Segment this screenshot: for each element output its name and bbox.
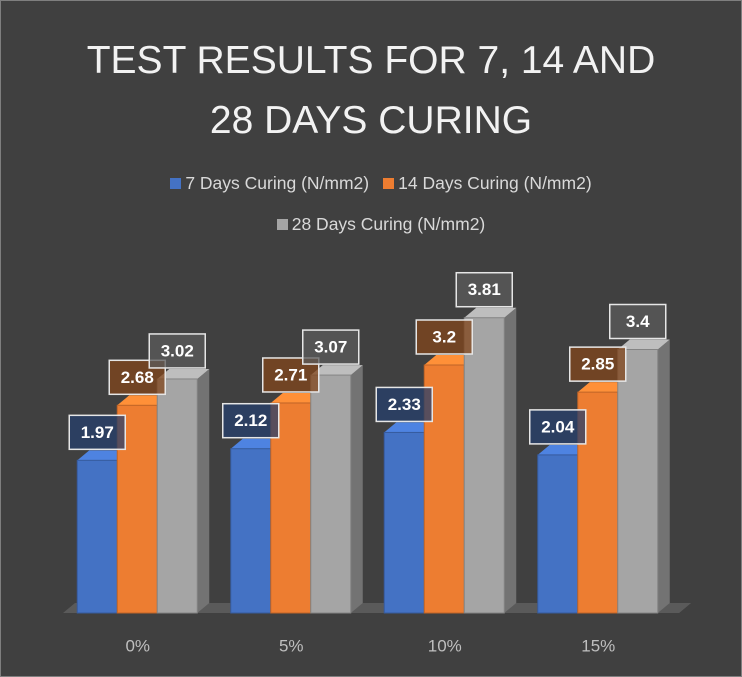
data-label-box xyxy=(375,386,433,423)
data-label: 2.71 xyxy=(274,365,307,384)
data-label-box xyxy=(68,414,126,451)
bar-top xyxy=(384,422,437,433)
bar-side xyxy=(350,365,363,613)
bar-top xyxy=(117,395,170,406)
data-label-box xyxy=(222,402,280,439)
data-label-box xyxy=(415,319,473,355)
bar-side xyxy=(657,339,670,613)
data-label: 2.68 xyxy=(121,368,154,387)
bar-top xyxy=(230,438,283,449)
data-label-box xyxy=(148,333,206,369)
legend-item: 28 Days Curing (N/mm2) xyxy=(276,214,486,235)
bar-top xyxy=(77,450,130,461)
data-label: 3.02 xyxy=(161,341,194,360)
bar-side xyxy=(197,368,210,613)
x-tick-label: 0% xyxy=(125,636,150,655)
legend: 7 Days Curing (N/mm2) 14 Days Curing (N/m… xyxy=(101,173,661,235)
legend-swatch xyxy=(383,178,395,189)
data-label: 3.07 xyxy=(314,338,347,357)
data-label-box xyxy=(609,303,667,340)
legend-item: 14 Days Curing (N/mm2) xyxy=(383,173,592,194)
data-label: 2.04 xyxy=(541,417,575,436)
data-label: 2.33 xyxy=(388,395,421,414)
data-label-box xyxy=(455,271,513,308)
bar-top xyxy=(270,392,323,403)
x-tick-label: 15% xyxy=(581,636,615,655)
bar-top xyxy=(424,355,477,365)
data-label: 2.85 xyxy=(581,355,614,374)
legend-item: 7 Days Curing (N/mm2) xyxy=(170,173,369,194)
bar xyxy=(310,374,352,614)
legend-label: 28 Days Curing (N/mm2) xyxy=(291,214,486,234)
legend-label: 14 Days Curing (N/mm2) xyxy=(398,173,592,193)
data-label: 3.2 xyxy=(432,327,456,346)
x-tick-label: 10% xyxy=(428,636,462,655)
legend-label: 7 Days Curing (N/mm2) xyxy=(185,173,370,193)
legend-swatch xyxy=(170,178,182,189)
bar xyxy=(463,317,505,614)
bar xyxy=(537,454,579,614)
data-label: 3.81 xyxy=(468,280,501,299)
bar-top xyxy=(617,339,670,350)
data-label-box xyxy=(529,409,587,445)
data-label: 3.4 xyxy=(626,312,650,331)
bar xyxy=(617,349,659,614)
bar-top xyxy=(157,368,210,379)
bar xyxy=(76,459,118,614)
floor xyxy=(63,603,691,613)
bar xyxy=(230,448,272,614)
legend-swatch xyxy=(276,219,288,230)
bar-top xyxy=(464,307,517,318)
bar-top xyxy=(537,444,590,455)
data-label: 1.97 xyxy=(81,423,114,442)
x-tick-label: 5% xyxy=(279,636,304,655)
chart-title: TEST RESULTS FOR 7, 14 AND 28 DAYS CURIN… xyxy=(86,39,656,142)
bar xyxy=(383,431,425,614)
data-label-box xyxy=(302,329,360,365)
bar-side xyxy=(504,307,517,613)
data-label: 2.12 xyxy=(234,411,267,430)
data-label-box xyxy=(569,346,627,382)
bar xyxy=(156,378,198,614)
bar-top xyxy=(310,365,363,376)
bar-top xyxy=(577,382,630,393)
